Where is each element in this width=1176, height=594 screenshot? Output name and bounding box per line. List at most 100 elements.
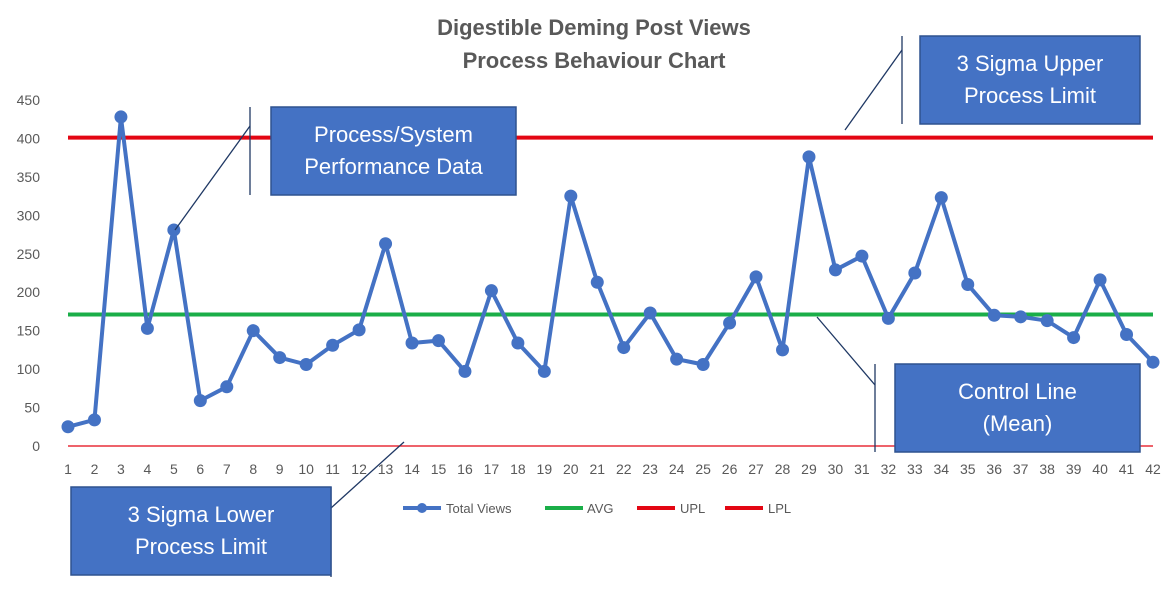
callouts: Process/System Performance Data 3 Sigma Up… <box>70 35 1141 577</box>
x-tick-label: 20 <box>563 461 579 477</box>
x-tick-label: 25 <box>695 461 711 477</box>
data-point <box>431 334 445 348</box>
data-point <box>140 321 154 335</box>
x-tick-label: 31 <box>854 461 870 477</box>
data-point <box>564 189 578 203</box>
data-point <box>1067 331 1081 345</box>
y-tick-label: 100 <box>17 361 41 377</box>
x-tick-label: 26 <box>722 461 738 477</box>
callout-leader-line <box>844 49 903 131</box>
x-tick-label: 33 <box>907 461 923 477</box>
x-tick-label: 15 <box>431 461 447 477</box>
x-tick-label: 6 <box>196 461 204 477</box>
total-views-line <box>67 114 1155 429</box>
x-tick-label: 40 <box>1092 461 1108 477</box>
x-tick-label: 22 <box>616 461 632 477</box>
legend-label: AVG <box>587 501 614 516</box>
x-tick-label: 19 <box>537 461 553 477</box>
x-tick-label: 24 <box>669 461 685 477</box>
callout-text: 3 Sigma Upper <box>957 51 1104 76</box>
callout-box <box>894 363 1141 453</box>
legend-label: LPL <box>768 501 791 516</box>
data-point <box>511 336 525 350</box>
total-views-series <box>61 110 1160 434</box>
data-point <box>220 380 234 394</box>
x-tick-label: 3 <box>117 461 125 477</box>
x-tick-label: 1 <box>64 461 72 477</box>
callout-text: Process/System <box>314 122 473 147</box>
legend-label: Total Views <box>446 501 512 516</box>
x-tick-label: 34 <box>934 461 950 477</box>
callout-box <box>270 106 517 196</box>
x-tick-label: 35 <box>960 461 976 477</box>
data-point <box>1093 273 1107 287</box>
data-point <box>881 311 895 325</box>
data-point <box>405 336 419 350</box>
data-point <box>273 351 287 365</box>
x-tick-label: 41 <box>1119 461 1135 477</box>
x-tick-label: 8 <box>249 461 257 477</box>
y-tick-label: 150 <box>17 323 41 339</box>
data-point <box>670 352 684 366</box>
data-point <box>326 338 340 352</box>
x-tick-label: 11 <box>325 461 340 477</box>
data-point <box>484 284 498 298</box>
x-tick-label: 2 <box>91 461 99 477</box>
data-point <box>723 316 737 330</box>
x-tick-label: 32 <box>881 461 897 477</box>
chart-title-line-1: Digestible Deming Post Views <box>437 15 751 40</box>
data-point <box>61 420 75 434</box>
x-tick-label: 9 <box>276 461 284 477</box>
data-point <box>352 323 366 337</box>
data-point <box>828 263 842 277</box>
callout-text: Process Limit <box>135 534 267 559</box>
x-tick-label: 27 <box>748 461 764 477</box>
data-point <box>908 266 922 280</box>
x-tick-label: 42 <box>1145 461 1161 477</box>
x-tick-label: 10 <box>298 461 314 477</box>
data-point <box>987 308 1001 322</box>
data-point <box>87 413 101 427</box>
callout-leader-line <box>816 316 876 386</box>
x-tick-label: 14 <box>404 461 420 477</box>
x-tick-label: 38 <box>1039 461 1055 477</box>
y-tick-label: 200 <box>17 284 41 300</box>
data-point <box>458 364 472 378</box>
legend-marker <box>417 503 427 513</box>
x-tick-label: 17 <box>484 461 500 477</box>
data-point <box>193 394 207 408</box>
data-point <box>1040 314 1054 328</box>
y-tick-label: 400 <box>17 130 41 146</box>
data-point <box>114 110 128 124</box>
y-tick-label: 250 <box>17 246 41 262</box>
callout-text: Control Line <box>958 379 1077 404</box>
x-tick-label: 13 <box>378 461 394 477</box>
y-tick-label: 0 <box>32 438 40 454</box>
y-tick-label: 350 <box>17 169 41 185</box>
callout-box <box>70 486 332 576</box>
chart-title-line-2: Process Behaviour Chart <box>463 48 727 73</box>
data-point <box>1120 328 1134 342</box>
data-point <box>855 249 869 263</box>
data-point <box>934 191 948 205</box>
legend-label: UPL <box>680 501 705 516</box>
callout-upl: 3 Sigma Upper Process Limit <box>844 35 1141 131</box>
data-point <box>1146 355 1160 369</box>
x-tick-label: 4 <box>143 461 151 477</box>
x-tick-label: 29 <box>801 461 817 477</box>
data-point <box>696 357 710 371</box>
data-point <box>590 275 604 289</box>
y-tick-label: 300 <box>17 207 41 223</box>
callout-lpl: 3 Sigma Lower Process Limit <box>70 441 405 577</box>
x-tick-label: 18 <box>510 461 526 477</box>
data-point <box>379 237 393 251</box>
data-point <box>961 278 975 292</box>
x-tick-label: 5 <box>170 461 178 477</box>
x-tick-label: 39 <box>1066 461 1082 477</box>
callout-leader-line <box>330 441 405 509</box>
x-tick-label: 21 <box>589 461 605 477</box>
data-point <box>617 341 631 355</box>
x-tick-label: 12 <box>351 461 367 477</box>
x-tick-label: 16 <box>457 461 473 477</box>
